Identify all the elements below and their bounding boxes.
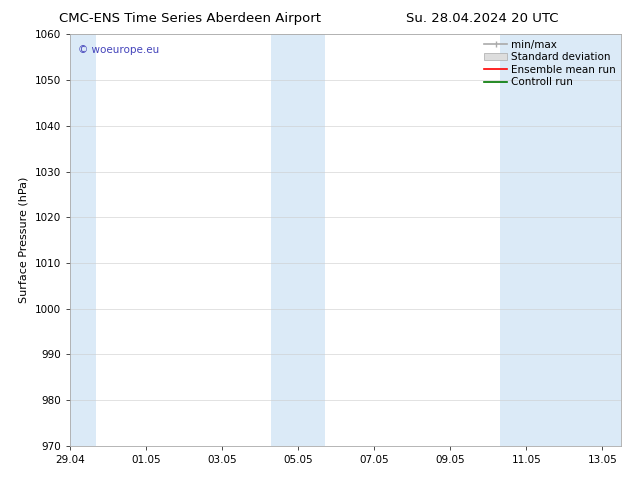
- Text: CMC-ENS Time Series Aberdeen Airport: CMC-ENS Time Series Aberdeen Airport: [59, 12, 321, 25]
- Text: Su. 28.04.2024 20 UTC: Su. 28.04.2024 20 UTC: [406, 12, 558, 25]
- Text: © woeurope.eu: © woeurope.eu: [78, 45, 159, 54]
- Bar: [66, 34, 96, 446]
- Legend: min/max, Standard deviation, Ensemble mean run, Controll run: min/max, Standard deviation, Ensemble me…: [481, 36, 619, 91]
- Y-axis label: Surface Pressure (hPa): Surface Pressure (hPa): [19, 177, 29, 303]
- Bar: [271, 34, 325, 446]
- Bar: [500, 34, 625, 446]
